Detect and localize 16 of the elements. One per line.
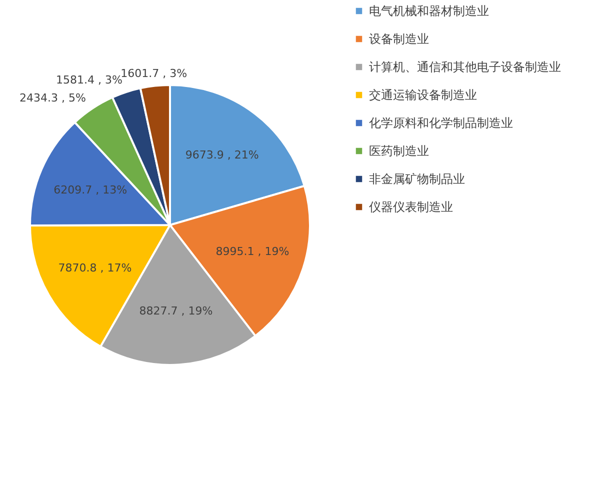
- legend-label: 仪器仪表制造业: [369, 200, 453, 214]
- data-label: 6209.7 , 13%: [54, 183, 128, 196]
- legend-label: 医药制造业: [369, 144, 429, 158]
- data-label: 7870.8 , 17%: [58, 262, 132, 275]
- legend-label: 电气机械和器材制造业: [369, 4, 489, 18]
- legend-label: 设备制造业: [369, 32, 429, 46]
- legend-label: 非金属矿物制品业: [369, 172, 465, 186]
- data-label: 9673.9 , 21%: [185, 148, 259, 162]
- data-label: 8827.7 , 19%: [139, 304, 213, 318]
- legend-label: 交通运输设备制造业: [369, 88, 477, 102]
- data-label: 1581.4 , 3%: [56, 74, 122, 87]
- legend-label: 化学原料和化学制品制造业: [369, 116, 513, 130]
- data-label: 8995.1 , 19%: [216, 244, 290, 258]
- data-label: 2434.3 , 5%: [20, 91, 86, 104]
- legend-label: 计算机、通信和其他电子设备制造业: [369, 60, 561, 74]
- data-label: 1601.7 , 3%: [120, 66, 188, 80]
